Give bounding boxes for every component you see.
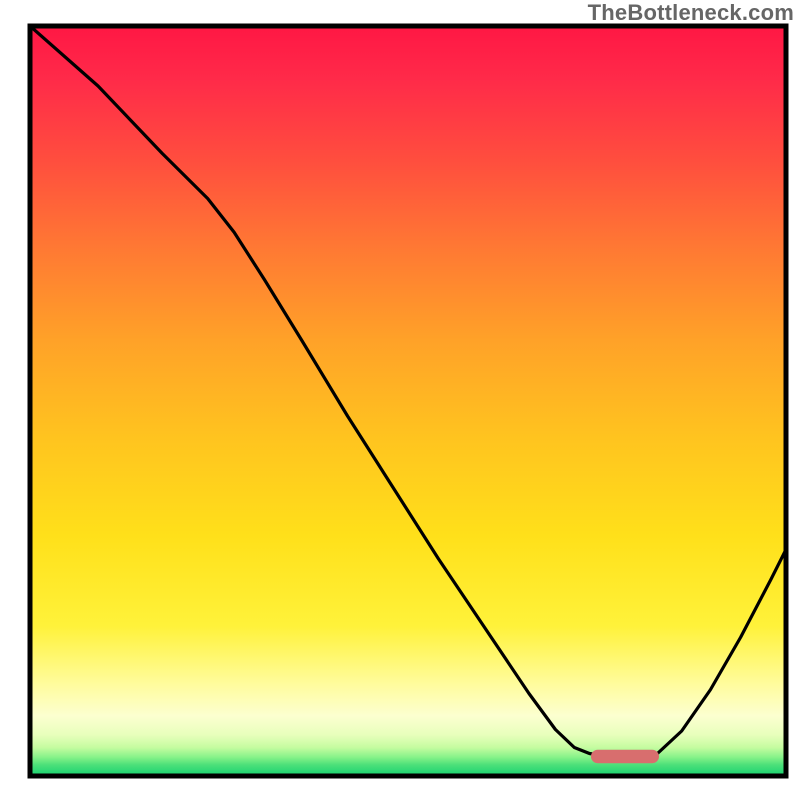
- chart-svg: [0, 0, 800, 800]
- bottleneck-chart: TheBottleneck.com: [0, 0, 800, 800]
- plot-gradient-background: [30, 26, 786, 776]
- watermark-text: TheBottleneck.com: [588, 0, 794, 26]
- optimal-range-marker: [591, 750, 659, 764]
